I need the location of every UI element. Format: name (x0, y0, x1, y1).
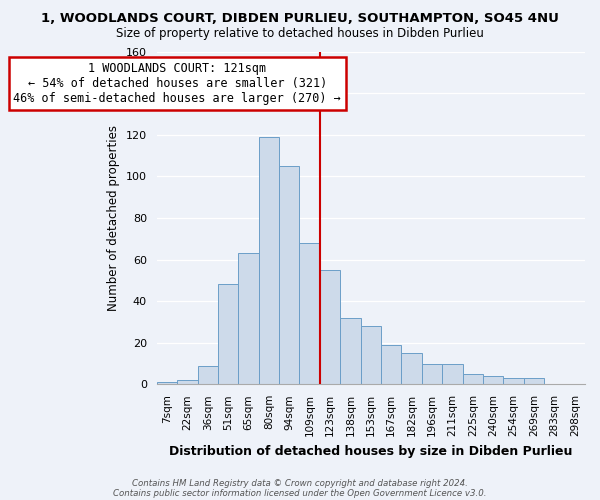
Bar (422, 364, 442, 384)
Bar (279, 166, 299, 384)
Text: Size of property relative to detached houses in Dibden Purlieu: Size of property relative to detached ho… (116, 28, 484, 40)
Bar (381, 345, 401, 385)
Bar (503, 378, 524, 384)
Bar (177, 380, 197, 384)
Bar (340, 318, 361, 384)
Bar (320, 270, 340, 384)
Bar (401, 353, 422, 384)
Text: 1, WOODLANDS COURT, DIBDEN PURLIEU, SOUTHAMPTON, SO45 4NU: 1, WOODLANDS COURT, DIBDEN PURLIEU, SOUT… (41, 12, 559, 26)
Bar (483, 376, 503, 384)
Bar (361, 326, 381, 384)
Bar (238, 254, 259, 384)
Bar (442, 364, 463, 384)
Bar (157, 382, 177, 384)
Bar (197, 366, 218, 384)
Bar (463, 374, 483, 384)
Bar (299, 243, 320, 384)
Text: 1 WOODLANDS COURT: 121sqm
← 54% of detached houses are smaller (321)
46% of semi: 1 WOODLANDS COURT: 121sqm ← 54% of detac… (13, 62, 341, 105)
Text: Contains public sector information licensed under the Open Government Licence v3: Contains public sector information licen… (113, 488, 487, 498)
Text: Contains HM Land Registry data © Crown copyright and database right 2024.: Contains HM Land Registry data © Crown c… (132, 478, 468, 488)
Y-axis label: Number of detached properties: Number of detached properties (107, 125, 121, 311)
Bar (259, 137, 279, 384)
Bar (524, 378, 544, 384)
X-axis label: Distribution of detached houses by size in Dibden Purlieu: Distribution of detached houses by size … (169, 444, 572, 458)
Bar (218, 284, 238, 384)
